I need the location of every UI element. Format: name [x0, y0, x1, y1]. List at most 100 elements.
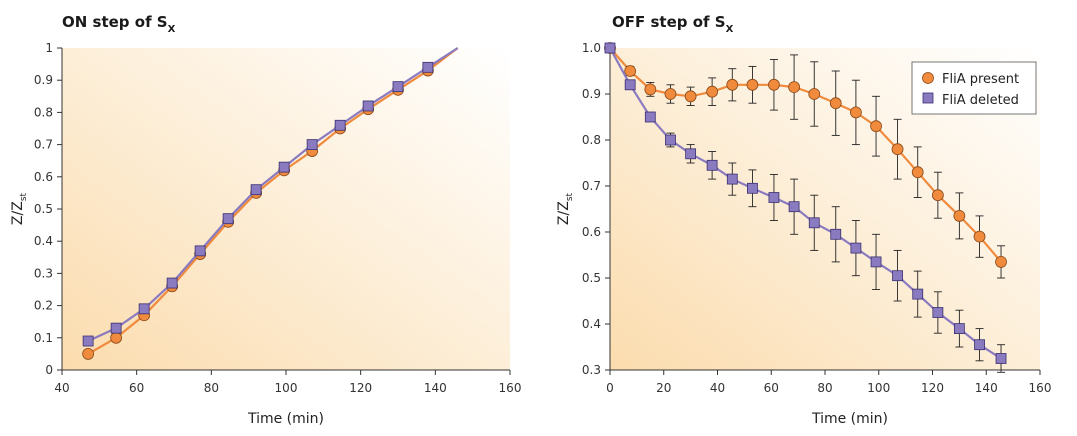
data-point	[870, 256, 882, 268]
data-point	[932, 307, 944, 318]
data-point	[706, 159, 718, 171]
series-square	[604, 42, 1007, 373]
data-point	[392, 81, 404, 93]
data-point	[684, 90, 697, 103]
x-tick-label: 40	[54, 381, 69, 395]
chart-title: OFF step of SX	[612, 13, 734, 35]
data-point	[850, 106, 862, 119]
data-point	[362, 100, 374, 112]
data-point	[604, 42, 616, 54]
y-tick-label: 0.8	[34, 105, 53, 119]
y-tick-label: 0	[45, 363, 53, 377]
x-tick-label: 160	[499, 381, 522, 395]
y-tick-label: 0.2	[34, 299, 53, 313]
data-point	[706, 85, 719, 98]
data-point	[746, 78, 759, 91]
x-tick-label: 120	[921, 381, 944, 395]
x-tick-label: 20	[656, 381, 671, 395]
data-point	[665, 134, 676, 146]
y-tick-label: 0.9	[34, 73, 53, 87]
data-point	[892, 270, 903, 282]
y-tick-label: 0.3	[34, 266, 53, 280]
data-point	[995, 353, 1007, 364]
x-tick-label: 40	[710, 381, 725, 395]
data-point	[808, 217, 820, 229]
data-point	[788, 201, 800, 213]
data-point	[82, 347, 95, 360]
y-tick-label: 0.5	[34, 202, 53, 216]
data-point	[685, 148, 697, 160]
data-point	[110, 322, 122, 334]
axes: 40 60 80 100 120 140 160 0 0.1 0.2 0.3 0.4 0.5 0.6 0.7…	[34, 41, 522, 395]
x-tick-label: 0	[606, 381, 614, 395]
data-point	[644, 111, 656, 123]
series-group	[604, 42, 1007, 373]
data-point	[808, 88, 821, 100]
x-tick-label: 60	[764, 381, 779, 395]
y-tick-label: 0.5	[582, 271, 601, 285]
x-tick-label: 140	[975, 381, 998, 395]
x-tick-label: 120	[349, 381, 372, 395]
legend-marker-fliA-present	[922, 72, 934, 84]
data-point	[747, 182, 758, 194]
data-point	[664, 88, 677, 100]
data-point	[768, 78, 780, 91]
legend: FliA present FliA deleted	[911, 61, 1037, 115]
chart-on-step: ON step of SX 40 60 80 100 120 140 160 0 0.1 0.2 0…	[10, 13, 521, 427]
chart-title-subscript: X	[168, 24, 176, 35]
data-point	[953, 323, 965, 335]
series-square	[82, 47, 459, 347]
x-axis-label: Time (min)	[811, 411, 888, 427]
series-circle	[604, 42, 1007, 279]
data-point	[110, 331, 123, 344]
data-point	[995, 255, 1007, 268]
y-tick-label: 0.8	[582, 133, 601, 147]
data-point	[334, 119, 346, 131]
legend-label-fliA-deleted: FliA deleted	[942, 93, 1019, 108]
data-point	[931, 189, 944, 202]
plot-background	[62, 48, 510, 370]
x-tick-label: 140	[424, 381, 447, 395]
x-tick-label: 60	[129, 381, 144, 395]
data-point	[911, 166, 924, 179]
x-tick-label: 80	[204, 381, 219, 395]
data-point	[194, 245, 206, 257]
data-point	[624, 65, 637, 77]
data-point	[278, 161, 290, 173]
data-point	[250, 184, 262, 196]
data-point	[166, 277, 178, 289]
y-tick-label: 0.7	[34, 138, 53, 152]
y-axis-label: Z/Zst	[10, 192, 29, 225]
data-point	[788, 81, 800, 93]
x-tick-label: 100	[275, 381, 298, 395]
data-point	[891, 143, 904, 156]
data-point	[222, 213, 234, 225]
data-point	[870, 120, 882, 133]
y-tick-label: 1.0	[582, 41, 601, 55]
axes: 0 20 40 60 80 100 120 140 160 0.3 0.4 0.5 0.6 0.7 0.8 0…	[582, 41, 1052, 395]
chart-title-subscript: X	[726, 24, 734, 35]
x-axis-label: Time (min)	[247, 411, 324, 427]
y-tick-label: 0.6	[34, 170, 53, 184]
data-point	[830, 228, 842, 240]
y-tick-label: 0.4	[582, 317, 601, 331]
x-tick-label: 80	[817, 381, 832, 395]
chart-off-step: OFF step of SX 0 20 40 60 80 100 120 140 1600.30…	[556, 13, 1051, 427]
series-group	[82, 47, 459, 360]
data-point	[422, 61, 434, 73]
data-point	[138, 303, 150, 315]
x-tick-label: 100	[867, 381, 890, 395]
legend-marker-fliA-deleted	[922, 92, 934, 104]
y-tick-label: 0.1	[34, 331, 53, 345]
data-point	[912, 288, 924, 300]
data-point	[850, 242, 862, 254]
x-tick-label: 160	[1029, 381, 1052, 395]
data-point	[768, 192, 780, 203]
y-tick-label: 0.9	[582, 87, 601, 101]
data-point	[82, 335, 94, 347]
data-point	[973, 230, 986, 243]
y-tick-label: 0.6	[582, 225, 601, 239]
data-point	[726, 173, 738, 185]
data-point	[644, 83, 657, 96]
